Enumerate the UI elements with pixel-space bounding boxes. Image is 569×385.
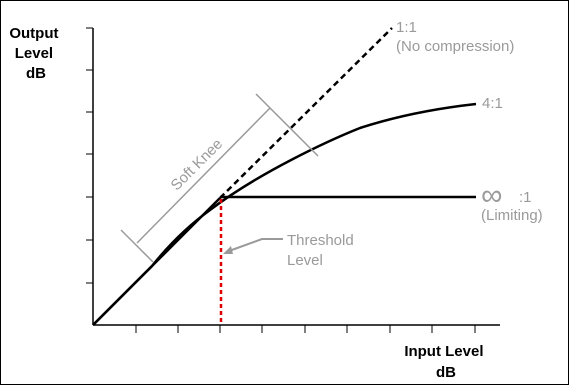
soft-knee-bracket [120,93,319,263]
limiting-label: (Limiting) [481,207,543,224]
x-axis-ticks [135,325,476,333]
y-axis-ticks [86,27,93,284]
infinity-icon: ∞ [481,179,502,212]
one-to-one-label: 1:1 (No compression) [396,19,514,55]
x-axis-label: Input Level dB [404,343,487,381]
curve-four-to-one [92,102,477,326]
axes [92,28,500,326]
curve-one-to-one [219,27,393,199]
threshold-pointer [228,238,283,252]
soft-knee-label: Soft Knee [168,136,227,195]
threshold-arrowhead [223,246,233,254]
curves [92,27,477,326]
four-to-one-label: 4:1 [482,95,503,112]
threshold-label: Threshold Level [287,232,358,269]
infinity-ratio-label: :1 [519,189,532,206]
y-axis-label: Output Level dB [9,25,62,82]
